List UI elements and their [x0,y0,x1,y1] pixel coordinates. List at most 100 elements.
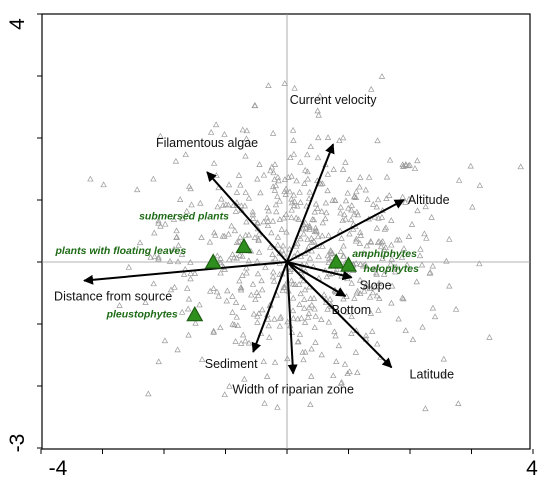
site-point [324,134,332,140]
site-point [409,336,417,343]
site-point [314,154,322,161]
site-point [260,171,268,178]
site-point [225,181,233,188]
site-point [254,312,261,319]
site-point [243,127,251,134]
group-label-submersed-plants: submersed plants [139,211,229,223]
site-point [366,285,373,291]
site-point [226,382,233,389]
site-point [252,296,259,303]
site-point [400,162,407,169]
site-point [443,257,450,264]
site-point [283,228,290,235]
site-point [269,273,277,280]
site-point [286,245,293,252]
site-point [276,322,284,329]
site-point [386,192,393,198]
site-point [223,297,230,304]
site-point [387,260,394,267]
site-point [186,183,193,189]
site-point [239,253,246,259]
site-point [360,249,367,256]
site-point [232,338,239,344]
site-point [356,183,363,190]
site-points [87,73,524,412]
site-point [294,315,301,322]
site-point [210,328,217,335]
site-point [264,217,272,224]
site-point [271,187,279,193]
site-point [287,154,294,161]
site-point [363,281,370,288]
site-point [368,85,375,92]
site-point [282,191,289,197]
site-point [308,345,315,352]
site-point [243,135,250,142]
site-point [155,253,162,260]
site-point [337,203,344,210]
site-point [260,218,267,225]
site-point [373,292,381,299]
site-point [282,185,290,192]
site-point [288,277,295,284]
site-point [264,315,272,322]
site-point [422,203,429,210]
site-point [314,107,321,114]
site-point [339,134,347,141]
site-point [325,232,332,238]
site-point [348,313,355,320]
site-point [198,234,205,240]
vector-arrow-slope [286,261,353,281]
site-point [297,198,304,205]
site-point [237,286,245,293]
site-point [278,246,286,253]
group-label-pleustophytes: pleustophytes [106,309,178,321]
site-point [266,334,273,340]
site-point [318,351,325,358]
site-point [217,324,224,331]
site-point [428,213,435,220]
y-tick-label-max: 4 [6,18,29,30]
site-point [255,230,263,237]
site-point [336,137,343,144]
site-point [315,111,322,118]
site-point [179,215,186,222]
site-point [308,301,315,308]
site-point [187,275,194,282]
site-point [116,302,123,308]
site-point [331,196,339,203]
site-point [440,355,447,362]
site-point [254,175,261,182]
site-point [214,203,221,210]
site-point [290,191,298,198]
site-point [241,202,248,209]
site-point [431,313,439,320]
vector-arrow-bottom [286,261,347,297]
site-point [274,233,282,240]
site-point [362,332,370,339]
site-point [294,202,301,209]
site-point [314,205,321,211]
site-point [233,188,241,195]
site-point [282,211,290,218]
site-point [306,188,313,195]
site-point [157,132,164,139]
site-point [306,254,314,261]
site-point [416,252,424,259]
site-point [304,151,311,158]
site-point [297,158,304,165]
site-point [242,189,249,195]
site-point [290,314,297,321]
site-point [357,174,364,180]
site-point [469,203,476,210]
vector-arrow-width-of-riparian-zone [286,261,298,375]
site-point [255,310,263,316]
site-point [273,208,280,215]
site-point [311,305,318,312]
site-point [301,304,308,311]
site-point [229,308,236,315]
site-point [348,279,355,286]
site-point [300,230,307,237]
site-point [290,150,298,157]
site-point [229,251,236,257]
